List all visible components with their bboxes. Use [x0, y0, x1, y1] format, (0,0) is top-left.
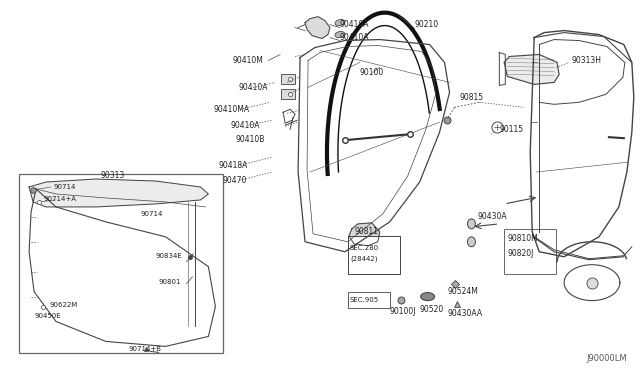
Text: 90801: 90801 [159, 279, 181, 285]
Text: 90313: 90313 [101, 170, 125, 180]
Text: J90000LM: J90000LM [586, 355, 627, 363]
Text: 90410A: 90410A [340, 33, 369, 42]
Text: 90410B: 90410B [236, 135, 265, 144]
Bar [281, 89, 295, 99]
Text: 90714+B: 90714+B [129, 346, 162, 352]
Text: 90418A: 90418A [218, 161, 248, 170]
Bar [348, 292, 390, 308]
Polygon shape [349, 223, 380, 246]
Text: 90714+A: 90714+A [43, 196, 76, 202]
Text: 90811: 90811 [355, 227, 379, 236]
Text: 90815: 90815 [460, 93, 484, 102]
Text: 90622M: 90622M [49, 302, 77, 308]
Ellipse shape [467, 219, 476, 229]
Text: 90524M: 90524M [447, 287, 478, 296]
Text: 90100J: 90100J [390, 307, 416, 316]
Text: 90410A: 90410A [340, 20, 369, 29]
Text: 90410MA: 90410MA [213, 105, 250, 114]
Bar [504, 229, 556, 274]
Text: 90410A: 90410A [238, 83, 268, 92]
Text: 90430AA: 90430AA [447, 309, 483, 318]
Polygon shape [504, 54, 559, 84]
Text: 90820J: 90820J [508, 249, 534, 258]
Text: 90520: 90520 [420, 305, 444, 314]
Text: 90714: 90714 [53, 184, 76, 190]
Text: SEC.905: SEC.905 [350, 296, 379, 302]
Polygon shape [29, 179, 209, 207]
Ellipse shape [467, 237, 476, 247]
Text: 90470: 90470 [222, 176, 247, 185]
Text: 90100: 90100 [360, 68, 384, 77]
Text: (28442): (28442) [350, 256, 378, 262]
Ellipse shape [335, 32, 345, 38]
Text: 90210: 90210 [415, 20, 439, 29]
Ellipse shape [420, 293, 435, 301]
Text: 90450E: 90450E [34, 312, 61, 318]
Bar [19, 174, 223, 353]
Text: SEC.280: SEC.280 [350, 245, 379, 251]
Text: 90810M: 90810M [508, 234, 538, 243]
Text: 90313H: 90313H [571, 56, 601, 65]
Text: 90410M: 90410M [232, 56, 263, 65]
Text: 90714: 90714 [141, 211, 163, 217]
Text: 90430A: 90430A [477, 212, 507, 221]
Text: 90115: 90115 [499, 125, 524, 134]
Polygon shape [305, 17, 330, 39]
Text: 90834E: 90834E [156, 253, 182, 259]
Text: 90410A: 90410A [230, 121, 260, 130]
Bar [348, 236, 400, 274]
Bar [281, 74, 295, 84]
Ellipse shape [335, 19, 345, 26]
